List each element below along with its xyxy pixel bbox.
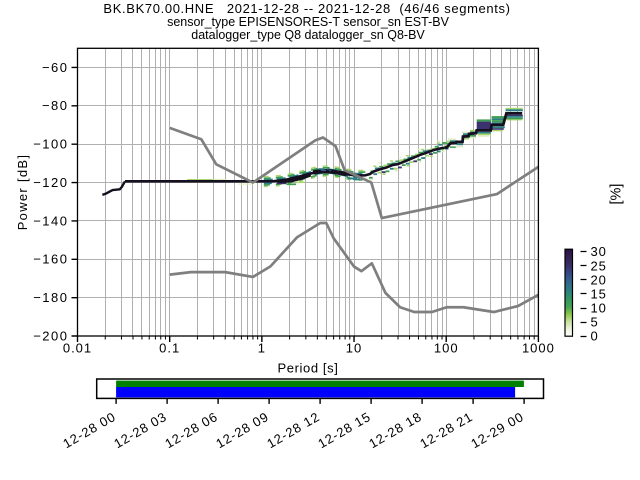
svg-text:1: 1 [258,341,266,356]
svg-text:−120: −120 [33,175,68,190]
svg-text:10: 10 [591,300,607,315]
svg-text:25: 25 [591,258,607,273]
svg-text:Period [s]: Period [s] [278,361,339,376]
svg-text:100: 100 [434,341,459,356]
svg-text:−160: −160 [33,252,68,267]
svg-text:1000: 1000 [522,341,555,356]
svg-text:15: 15 [591,286,607,301]
svg-text:0: 0 [591,329,599,344]
svg-text:BK.BK70.00.HNE 2021-12-28 --: BK.BK70.00.HNE 2021-12-28 -- 2021-12-28 … [103,1,510,16]
svg-text:30: 30 [591,244,607,259]
svg-text:20: 20 [591,272,607,287]
svg-text:Power [dB]: Power [dB] [15,154,30,231]
svg-text:0.1: 0.1 [159,341,180,356]
svg-text:datalogger_type Q8 datalogger_: datalogger_type Q8 datalogger_sn Q8-BV [191,28,425,42]
svg-text:−80: −80 [42,98,69,113]
svg-text:−140: −140 [33,213,68,228]
svg-text:−60: −60 [42,60,69,75]
svg-text:10: 10 [346,341,362,356]
svg-text:−100: −100 [33,137,68,152]
svg-text:sensor_type EPISENSORES-T sens: sensor_type EPISENSORES-T sensor_sn EST-… [167,15,449,29]
svg-text:−180: −180 [33,290,68,305]
svg-text:5: 5 [591,314,599,329]
svg-text:[%]: [%] [609,184,625,205]
svg-text:0.01: 0.01 [63,341,92,356]
svg-text:−200: −200 [33,328,68,343]
